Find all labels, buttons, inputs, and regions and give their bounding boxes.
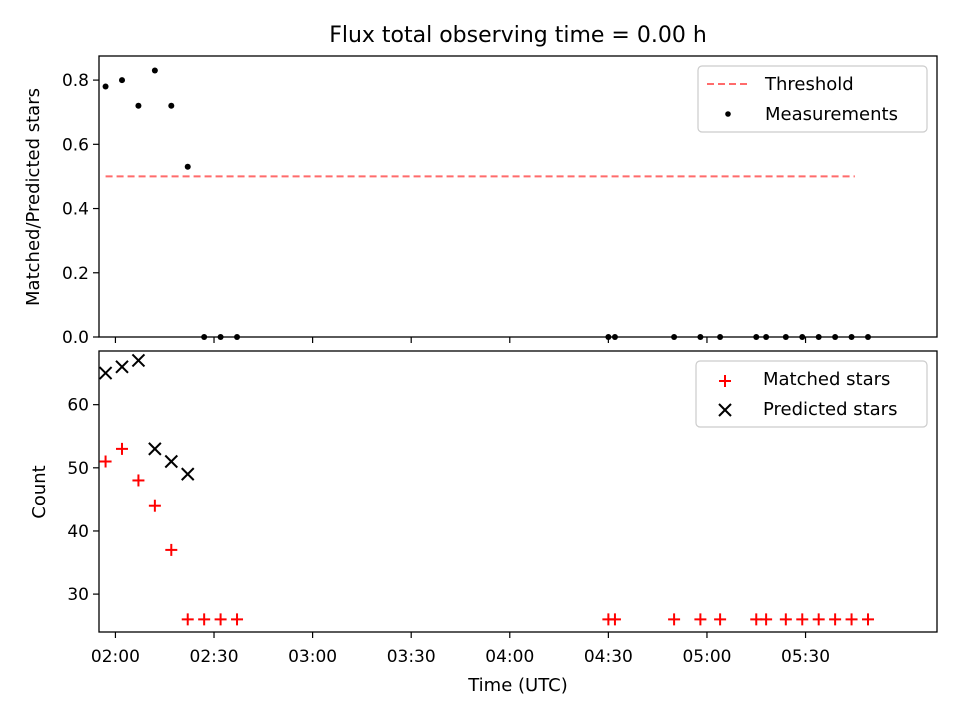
top-y-axis-label: Matched/Predicted stars [23,88,44,306]
bottom-y-axis-label: Count [29,465,50,518]
matched-star-point [99,455,112,468]
x-tick-label: 04:30 [584,647,633,667]
predicted-star-point [148,442,162,456]
matched-star-point [829,613,842,626]
measurement-point [184,163,191,170]
matched-star-point [845,613,858,626]
x-tick-label: 02:30 [190,647,239,667]
matched-star-point [714,613,727,626]
bottom-y-tick-label: 50 [67,459,89,479]
matched-star-point [165,543,178,556]
x-tick-label: 05:30 [781,647,830,667]
top-y-tick-label: 0.2 [62,264,89,284]
top-y-tick-label: 0.4 [62,200,89,220]
measurement-point [782,334,789,340]
x-tick-label: 03:30 [387,647,436,667]
top-plot-frame [98,55,938,338]
measurements-legend-label: Measurements [765,104,898,125]
measurement-point [815,334,822,340]
bottom-legend: Matched stars Predicted stars [695,360,928,428]
matched-star-point [694,613,707,626]
bottom-y-tick-label: 60 [67,396,89,416]
predicted-star-point [115,360,129,374]
bottom-y-tick-label: 40 [67,522,89,542]
matched-legend-swatch [719,375,731,387]
measurement-point [832,334,839,340]
measurement-point [217,334,224,340]
measurement-point [864,334,871,340]
bottom-y-ticks: 30 40 50 60 [67,396,99,605]
matched-star-point [214,613,227,626]
matched-legend-label: Matched stars [763,369,890,390]
top-y-tick-label: 0.8 [62,71,89,91]
measurement-point [119,77,126,84]
top-y-tick-label: 0.6 [62,135,89,155]
measurement-point [611,334,618,340]
top-panel: 0.00.20.40.60.8 Matched/Predicted stars … [23,55,938,348]
matched-star-point [779,613,792,626]
predicted-legend-label: Predicted stars [763,399,897,420]
measurement-point [753,334,760,340]
matched-star-point [132,474,145,487]
measurement-point [697,334,704,340]
predicted-star-point [164,454,179,469]
top-y-tick-label: 0.0 [62,328,89,348]
measurement-point [671,334,678,340]
top-legend-box [697,65,928,133]
matched-star-point [812,613,825,626]
matched-star-point [198,613,211,626]
top-legend: Threshold Measurements [697,65,928,133]
measurement-point [763,334,770,340]
measurement-point [717,334,724,340]
measurement-points [102,67,871,340]
predicted-stars-points [98,353,195,481]
x-tick-label: 04:00 [485,647,534,667]
measurement-point [151,67,158,74]
measurement-point [201,334,208,340]
measurement-point [234,334,241,340]
matched-star-point [861,613,874,626]
bottom-y-tick-label: 30 [67,585,89,605]
measurement-point [168,102,175,109]
matched-star-point [668,613,681,626]
predicted-star-point [98,366,113,380]
matched-star-point [796,613,809,626]
x-tick-label: 03:00 [288,647,337,667]
x-tick-label: 02:00 [91,647,140,667]
measurements-legend-swatch [725,111,731,117]
x-tick-label: 05:00 [682,647,731,667]
matched-star-point [181,613,194,626]
matched-star-point [760,613,773,626]
x-axis-label: Time (UTC) [467,675,568,696]
measurement-point [848,334,855,340]
top-y-ticks: 0.0 0.2 0.4 0.6 0.8 [62,71,99,348]
measurement-point [135,102,142,109]
bottom-legend-box [695,360,928,428]
chart-title: Flux total observing time = 0.00 h [329,23,707,48]
matched-star-point [608,613,621,626]
predicted-star-point [131,353,146,368]
bottom-plot-frame [98,350,938,633]
matched-stars-points [99,442,874,626]
predicted-legend-swatch [718,403,732,417]
matched-star-point [116,442,129,455]
measurement-point [799,334,806,340]
threshold-legend-label: Threshold [764,74,854,95]
matched-star-point [231,613,244,626]
measurement-point [605,334,612,340]
matched-star-point [148,499,161,512]
measurement-point [102,83,109,90]
predicted-star-point [181,467,195,481]
bottom-x-ticks: 02:00 02:30 03:00 03:30 04:00 04:30 05:00 05:30 [91,632,830,667]
